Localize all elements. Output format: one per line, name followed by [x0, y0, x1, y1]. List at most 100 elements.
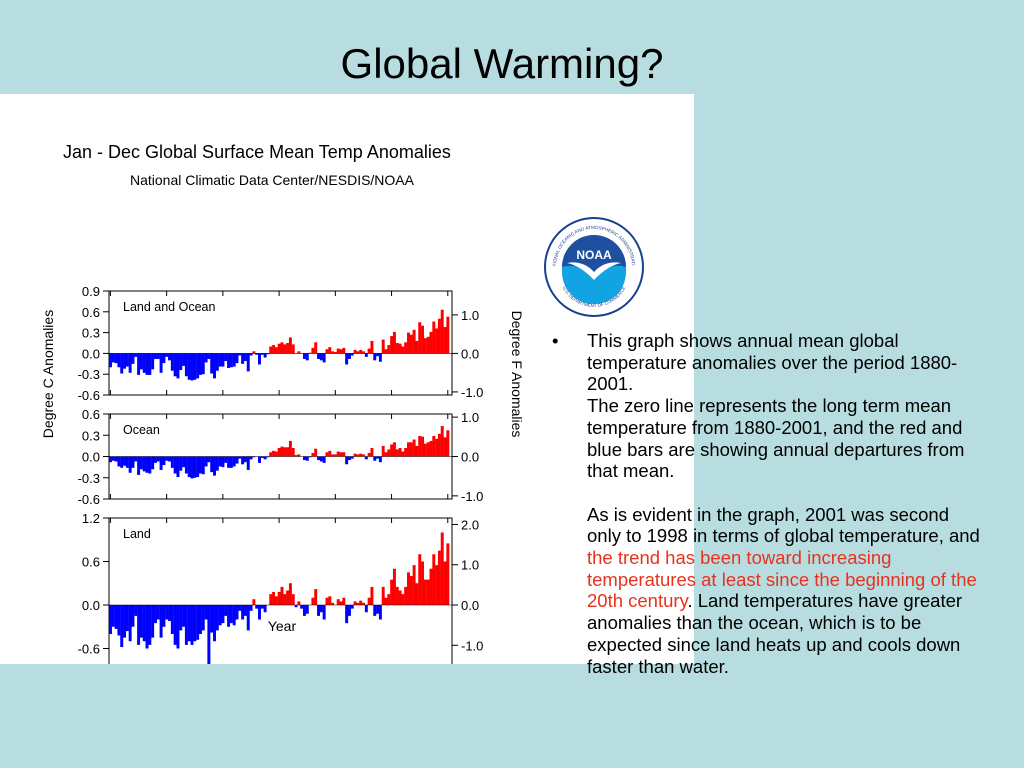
bar-land-and-ocean-1898: [159, 353, 163, 373]
bar-land-1945: [291, 594, 295, 606]
bar-land-1893: [145, 605, 149, 649]
y-tick-label-left: 0.0: [82, 346, 100, 361]
bar-land-1980: [390, 579, 394, 606]
bar-land-and-ocean-1922: [227, 353, 231, 368]
bar-land-1941: [280, 586, 284, 606]
bar-ocean-1895: [151, 456, 155, 470]
bar-ocean-1951: [308, 456, 312, 458]
bar-land-and-ocean-1997: [437, 318, 441, 354]
y-tick-label-left: -0.6: [78, 492, 100, 507]
bar-land-1996: [435, 565, 439, 606]
bar-land-and-ocean-1880: [109, 353, 112, 368]
bar-land-1906: [182, 605, 186, 627]
bar-land-and-ocean-1972: [367, 348, 371, 354]
bar-ocean-1946: [294, 455, 298, 457]
bar-ocean-1958: [328, 450, 332, 457]
bar-ocean-1882: [114, 456, 118, 462]
y-tick-label-left: 0.9: [82, 284, 100, 299]
bar-ocean-1963: [342, 452, 346, 457]
bar-ocean-1996: [435, 438, 439, 457]
bar-land-and-ocean-1884: [120, 353, 124, 374]
bar-ocean-1985: [404, 448, 408, 457]
bar-land-1933: [258, 605, 261, 620]
bar-ocean-1994: [429, 440, 433, 457]
bar-ocean-1956: [322, 456, 326, 463]
bar-land-1926: [238, 605, 242, 611]
bar-ocean-1937: [269, 452, 273, 457]
bar-land-and-ocean-1986: [407, 332, 410, 354]
bar-ocean-1945: [291, 448, 295, 457]
bar-ocean-1953: [314, 448, 318, 457]
bar-ocean-1936: [266, 456, 270, 458]
bar-ocean-1881: [111, 456, 115, 461]
bullet-para2-end: . Land temperatures have greater anomali…: [587, 590, 963, 677]
bar-ocean-1991: [421, 436, 425, 457]
bar-ocean-1900: [165, 456, 169, 461]
bar-land-1918: [215, 605, 219, 631]
bar-land-1946: [294, 605, 298, 608]
bar-land-and-ocean-1885: [123, 353, 127, 369]
bar-land-1900: [165, 605, 169, 620]
right-axis-label: Degree F Anomalies: [509, 311, 525, 438]
bar-ocean-1947: [297, 454, 301, 457]
bar-ocean-1970: [362, 454, 365, 457]
noaa-logo: NOAA NATIONAL OCEANIC AND ATMOSPHERIC AD…: [541, 212, 645, 318]
y-tick-label-right: 1.0: [461, 410, 479, 425]
bar-land-1973: [370, 586, 374, 606]
bar-land-1957: [325, 597, 329, 605]
bar-land-1896: [153, 605, 157, 624]
panel-label: Land and Ocean: [123, 300, 215, 314]
bar-ocean-1904: [176, 456, 180, 478]
bar-land-1954: [317, 605, 321, 616]
bar-land-and-ocean-1945: [291, 344, 295, 354]
bar-land-1990: [418, 554, 422, 605]
bar-land-1899: [162, 605, 166, 627]
bar-land-1911: [196, 605, 200, 640]
bar-land-1927: [241, 605, 245, 620]
bar-land-and-ocean-1965: [347, 353, 351, 359]
y-tick-label-right: 0.0: [461, 598, 479, 613]
bar-land-and-ocean-1998: [440, 309, 444, 354]
bar-ocean-1979: [387, 449, 391, 457]
bar-land-and-ocean-1886: [125, 353, 129, 367]
y-tick-label-right: -1.0: [461, 638, 483, 653]
bar-land-and-ocean-1923: [229, 353, 233, 368]
bar-ocean-1917: [213, 456, 216, 476]
bar-land-and-ocean-1955: [319, 353, 323, 361]
bar-ocean-1908: [187, 456, 191, 478]
logo-ocean: [562, 265, 626, 304]
bar-land-1997: [437, 550, 441, 606]
bar-ocean-2000: [446, 430, 450, 457]
bar-ocean-1888: [131, 456, 135, 468]
bar-land-1921: [224, 605, 228, 616]
y-tick-label-left: 0.6: [82, 555, 100, 570]
bar-land-1992: [423, 579, 427, 606]
bar-land-and-ocean-1985: [404, 342, 408, 354]
bar-land-and-ocean-1989: [415, 340, 419, 354]
y-tick-label-right: 2.0: [461, 517, 479, 532]
bar-land-and-ocean-1916: [210, 353, 214, 374]
bar-land-and-ocean-1924: [232, 353, 236, 367]
bar-land-1898: [159, 605, 163, 638]
bar-land-and-ocean-2000: [446, 316, 450, 354]
bar-land-and-ocean-1913: [201, 353, 205, 375]
bar-land-1976: [378, 605, 382, 620]
bullet-body: This graph shows annual mean global temp…: [587, 330, 987, 677]
bar-land-1929: [246, 605, 250, 631]
bar-ocean-1955: [319, 456, 323, 462]
bar-ocean-1913: [201, 456, 205, 475]
bar-land-1894: [148, 605, 152, 645]
bar-land-and-ocean-1906: [182, 353, 186, 366]
bar-land-1978: [384, 597, 388, 605]
noaa-logo-icon: NOAA NATIONAL OCEANIC AND ATMOSPHERIC AD…: [541, 212, 644, 317]
bar-land-and-ocean-1881: [111, 353, 115, 363]
bar-ocean-1967: [353, 453, 357, 457]
bar-land-1887: [128, 605, 132, 642]
bar-ocean-1911: [196, 456, 200, 478]
bar-land-and-ocean-1999: [443, 327, 447, 354]
bar-ocean-1903: [173, 456, 177, 474]
bar-land-and-ocean-1990: [418, 322, 422, 354]
bar-land-1889: [134, 605, 138, 616]
bar-land-1902: [170, 605, 174, 634]
bar-ocean-1906: [182, 456, 186, 468]
